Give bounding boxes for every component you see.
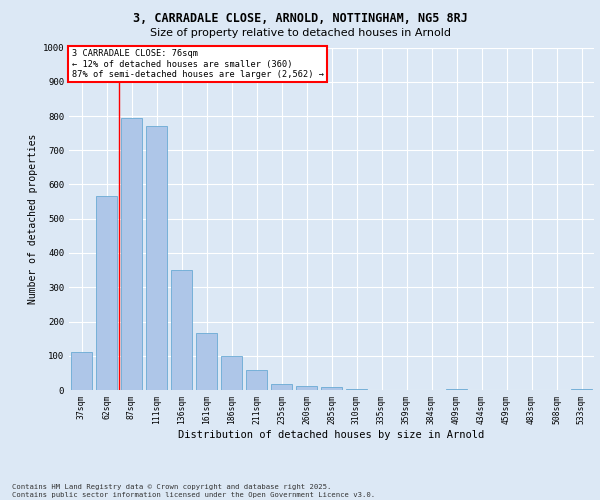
Bar [571,389,592,390]
Bar [71,352,92,390]
Bar [146,126,167,390]
Text: 3, CARRADALE CLOSE, ARNOLD, NOTTINGHAM, NG5 8RJ: 3, CARRADALE CLOSE, ARNOLD, NOTTINGHAM, … [133,12,467,26]
Bar [221,356,242,390]
Y-axis label: Number of detached properties: Number of detached properties [28,134,38,304]
Bar [296,386,317,390]
Bar [196,334,217,390]
Bar [246,370,267,390]
Text: Contains HM Land Registry data © Crown copyright and database right 2025.
Contai: Contains HM Land Registry data © Crown c… [12,484,375,498]
Text: 3 CARRADALE CLOSE: 76sqm
← 12% of detached houses are smaller (360)
87% of semi-: 3 CARRADALE CLOSE: 76sqm ← 12% of detach… [71,49,323,79]
Bar [171,270,192,390]
Bar [271,384,292,390]
Bar [121,118,142,390]
X-axis label: Distribution of detached houses by size in Arnold: Distribution of detached houses by size … [178,430,485,440]
Text: Size of property relative to detached houses in Arnold: Size of property relative to detached ho… [149,28,451,38]
Bar [446,389,467,390]
Bar [321,388,342,390]
Bar [96,196,117,390]
